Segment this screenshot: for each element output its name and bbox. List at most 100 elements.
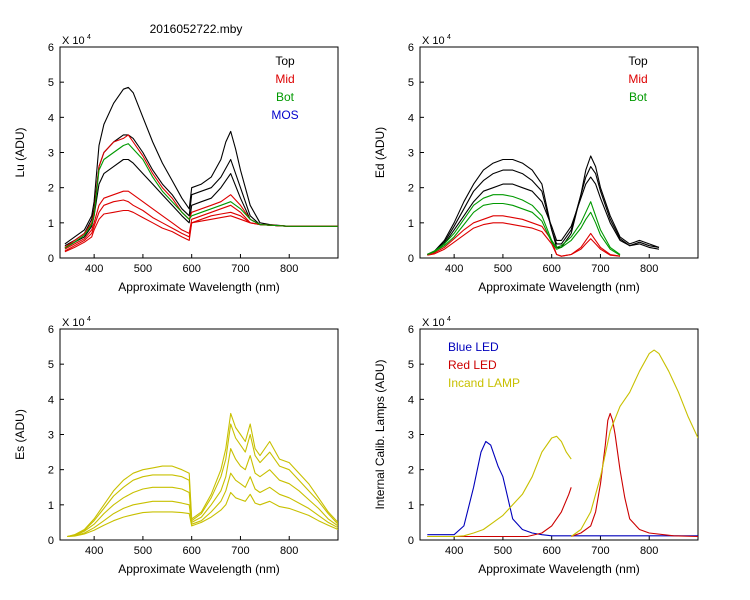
series-group — [427, 349, 698, 538]
x-axis-label: Approximate Wavelength (nm) — [118, 280, 280, 294]
x-tick-label: 800 — [640, 545, 658, 557]
series-line-top — [427, 176, 660, 256]
series-line-top — [427, 155, 660, 255]
y-tick-label: 6 — [48, 42, 54, 54]
y-tick-label: 4 — [408, 112, 414, 124]
x-tick-label: 600 — [543, 545, 561, 557]
x-tick-label: 700 — [231, 263, 249, 275]
y-tick-label: 3 — [48, 430, 54, 442]
x-tick-label: 800 — [280, 263, 298, 275]
series-line-es — [67, 412, 338, 538]
scale-exponent: 4 — [87, 316, 91, 323]
series-line-mid — [64, 199, 338, 252]
x-axis-label: Approximate Wavelength (nm) — [478, 280, 640, 294]
scale-exponent: 4 — [447, 34, 451, 41]
series-line-red-led — [427, 487, 572, 538]
y-tick-label: 2 — [408, 465, 414, 477]
y-tick-label: 4 — [48, 112, 54, 124]
series-line-bot — [64, 143, 338, 249]
series-line-top — [64, 158, 338, 248]
series-line-top — [64, 134, 338, 247]
scale-label: X 10 — [422, 35, 445, 47]
scale-exponent: 4 — [447, 316, 451, 323]
series-line-incand-lamp — [570, 349, 698, 537]
x-tick-label: 500 — [134, 545, 152, 557]
x-tick-label: 600 — [183, 545, 201, 557]
series-line-es — [67, 491, 338, 538]
series-group — [67, 412, 338, 538]
x-tick-label: 700 — [591, 263, 609, 275]
legend-entry-red-led: Red LED — [448, 358, 497, 372]
x-tick-label: 500 — [494, 263, 512, 275]
y-tick-label: 1 — [408, 500, 414, 512]
series-line-es — [67, 448, 338, 538]
series-line-blue-led — [427, 440, 698, 537]
y-tick-label: 1 — [408, 218, 414, 230]
series-line-mid — [64, 209, 338, 253]
y-tick-label: 3 — [408, 148, 414, 160]
y-tick-label: 3 — [408, 430, 414, 442]
x-tick-label: 400 — [445, 545, 463, 557]
y-tick-label: 6 — [408, 324, 414, 336]
y-axis-label: Ed (ADU) — [373, 127, 387, 178]
series-line-top — [64, 86, 338, 245]
y-tick-label: 5 — [48, 77, 54, 89]
y-tick-label: 0 — [408, 253, 414, 265]
plot-frame — [419, 46, 699, 259]
x-tick-label: 800 — [640, 263, 658, 275]
series-line-mid — [427, 215, 621, 257]
series-line-es — [67, 423, 338, 538]
legend-entry-top: Top — [628, 54, 648, 68]
legend-entry-blue-led: Blue LED — [448, 340, 499, 354]
series-line-mid — [427, 222, 621, 257]
legend-entry-incand-lamp: Incand LAMP — [448, 376, 520, 390]
series-group — [427, 155, 660, 257]
series-line-top — [427, 166, 660, 255]
x-tick-label: 600 — [543, 263, 561, 275]
y-axis-label: Internal Calib. Lamps (ADU) — [373, 359, 387, 509]
y-tick-label: 6 — [408, 42, 414, 54]
series-line-es — [67, 472, 338, 538]
y-tick-label: 2 — [408, 183, 414, 195]
x-tick-label: 600 — [183, 263, 201, 275]
y-axis-label: Lu (ADU) — [13, 127, 27, 177]
y-tick-label: 6 — [48, 324, 54, 336]
legend-entry-mos: MOS — [271, 108, 298, 122]
y-tick-label: 0 — [48, 535, 54, 547]
legend-entry-mid: Mid — [628, 72, 647, 86]
x-tick-label: 400 — [445, 263, 463, 275]
series-line-incand-lamp — [427, 435, 572, 538]
scale-label: X 10 — [62, 317, 85, 329]
legend-entry-bot: Bot — [629, 90, 648, 104]
x-tick-label: 800 — [280, 545, 298, 557]
scale-exponent: 4 — [87, 34, 91, 41]
y-tick-label: 3 — [48, 148, 54, 160]
legend-entry-top: Top — [275, 54, 295, 68]
y-tick-label: 1 — [48, 500, 54, 512]
y-tick-label: 0 — [48, 253, 54, 265]
scale-label: X 10 — [62, 35, 85, 47]
series-line-mid — [64, 190, 338, 250]
y-tick-label: 5 — [408, 359, 414, 371]
x-tick-label: 700 — [591, 545, 609, 557]
series-line-red-led — [571, 412, 698, 538]
x-axis-label: Approximate Wavelength (nm) — [118, 562, 280, 576]
y-tick-label: 5 — [48, 359, 54, 371]
scale-label: X 10 — [422, 317, 445, 329]
legend-entry-bot: Bot — [276, 90, 295, 104]
y-tick-label: 2 — [48, 465, 54, 477]
y-tick-label: 0 — [408, 535, 414, 547]
x-tick-label: 400 — [85, 545, 103, 557]
x-tick-label: 700 — [231, 545, 249, 557]
x-tick-label: 500 — [494, 545, 512, 557]
series-group — [64, 86, 338, 253]
x-tick-label: 400 — [85, 263, 103, 275]
series-line-bot — [427, 194, 621, 255]
y-tick-label: 2 — [48, 183, 54, 195]
